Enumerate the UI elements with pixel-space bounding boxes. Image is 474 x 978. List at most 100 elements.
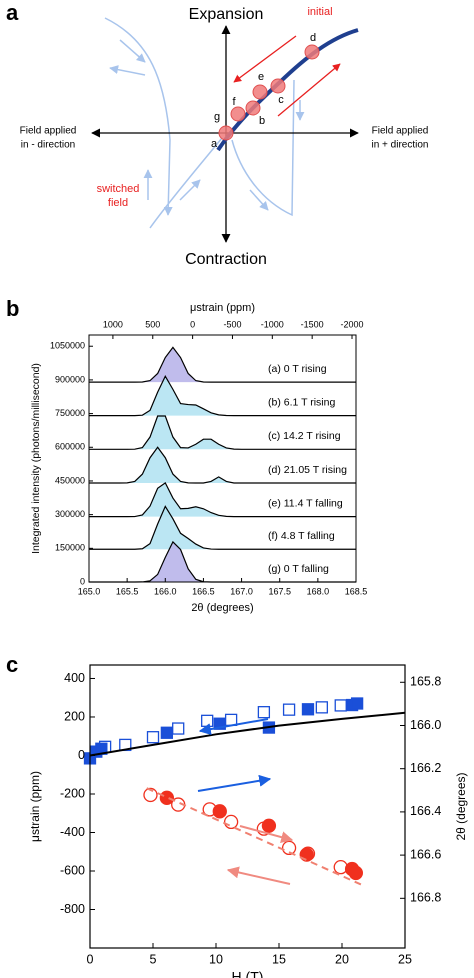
x-tick-label: 166.5 xyxy=(192,586,215,596)
peak-fill xyxy=(89,447,356,483)
circle-marker xyxy=(348,865,364,881)
profile-label: (b) 6.1 T rising xyxy=(268,396,335,408)
y-tick-label: 900000 xyxy=(55,374,85,384)
y-tick-label: 600000 xyxy=(55,442,85,452)
x-tick-label: 167.5 xyxy=(268,586,291,596)
initial-arrow xyxy=(233,35,297,83)
square-marker xyxy=(160,726,174,739)
x2-tick-label: -1500 xyxy=(301,319,324,329)
y-tick-label: 450000 xyxy=(55,475,85,485)
y2-tick-label: 165.8 xyxy=(410,675,441,689)
plot-frame xyxy=(89,664,406,949)
square-marker xyxy=(257,706,271,719)
profile-line xyxy=(89,346,356,383)
profile-line xyxy=(89,374,356,417)
x-tick-label: 165.0 xyxy=(78,586,101,596)
x2-axis-label: μstrain (ppm) xyxy=(190,302,255,314)
direction-arrow xyxy=(198,718,269,736)
y-axis-label: Integrated intensity (photons/millisecon… xyxy=(30,363,42,554)
y-tick-label: 200 xyxy=(64,709,85,723)
y-tick-label: -600 xyxy=(60,863,85,877)
circle-marker xyxy=(256,821,272,836)
x-axis-label: H (T) xyxy=(232,969,264,978)
y-tick-label: 0 xyxy=(78,748,85,762)
x2-tick-label: -500 xyxy=(223,319,241,329)
panel-label: c xyxy=(6,652,18,677)
y-tick-label: 0 xyxy=(80,576,85,586)
x-tick-label: 25 xyxy=(398,952,412,966)
trend-line xyxy=(146,787,362,886)
y-tick-label: -400 xyxy=(60,825,85,839)
point-label: d xyxy=(310,32,316,44)
peak-fill xyxy=(89,506,356,550)
panel-a: a Expansion Contraction Field applied in… xyxy=(6,0,428,268)
axis-label: in - direction xyxy=(21,140,75,151)
x2-tick-label: -1000 xyxy=(261,319,284,329)
circle-marker xyxy=(159,790,175,805)
y-tick-label: 1050000 xyxy=(50,341,85,351)
x-tick-label: 15 xyxy=(272,952,286,966)
circle-marker xyxy=(333,859,348,875)
point-label: g xyxy=(214,111,220,123)
y-tick-label: -800 xyxy=(60,902,85,916)
annotation: initial xyxy=(307,6,332,18)
direction-arrow xyxy=(239,825,294,843)
profile-line xyxy=(89,505,356,550)
x-tick-label: 165.5 xyxy=(116,586,139,596)
square-marker xyxy=(301,703,315,716)
x2-tick-label: 1000 xyxy=(103,319,123,329)
panel-c: c 0 5 10 15 20 25 400 200 0 -200 -400 -600 -800 165.8… xyxy=(6,652,468,978)
x-axis-label: 2θ (degrees) xyxy=(191,602,253,614)
strain-curve xyxy=(216,28,359,152)
point-label: c xyxy=(278,94,284,106)
peak-fill xyxy=(89,416,356,450)
profile-line xyxy=(89,446,356,484)
profile-label: (f) 4.8 T falling xyxy=(268,530,335,542)
square-marker xyxy=(282,703,296,716)
state-point xyxy=(252,84,268,100)
plot-frame xyxy=(88,334,357,583)
profile-label: (c) 14.2 T rising xyxy=(268,430,341,442)
circle-marker xyxy=(261,818,277,833)
x-tick-label: 168.5 xyxy=(345,586,368,596)
point-label: e xyxy=(258,71,264,83)
direction-arrow xyxy=(226,866,291,885)
x-tick-label: 168.0 xyxy=(307,586,330,596)
state-point xyxy=(218,125,234,141)
point-label: f xyxy=(232,96,236,108)
axis-label: Contraction xyxy=(185,251,267,268)
circle-marker xyxy=(223,814,239,830)
state-point xyxy=(304,44,320,60)
x-tick-label: 167.0 xyxy=(230,586,253,596)
y-tick-label: 300000 xyxy=(55,509,85,519)
x-tick-label: 0 xyxy=(87,952,94,966)
return-arrow xyxy=(277,63,341,117)
direction-arrow xyxy=(197,774,272,792)
square-marker xyxy=(350,697,364,710)
annotation: field xyxy=(108,197,128,209)
panel-label: b xyxy=(6,296,19,321)
square-marker xyxy=(201,714,214,727)
y2-tick-label: 166.2 xyxy=(410,761,441,775)
panel-b: b (a) 0 T rising (b) 6.1 T rising (c) 14.2… xyxy=(6,296,367,614)
x-tick-label: 5 xyxy=(150,952,157,966)
y-tick-label: 400 xyxy=(64,671,85,685)
x-tick-label: 10 xyxy=(209,952,223,966)
annotation: switched xyxy=(97,183,140,195)
axis-label: in + direction xyxy=(372,140,429,151)
state-point xyxy=(230,106,246,122)
axis-label: Field applied xyxy=(372,126,429,137)
y-tick-label: 750000 xyxy=(55,408,85,418)
y-axis-label: μstrain (ppm) xyxy=(28,771,42,842)
trend-line xyxy=(89,711,406,757)
hysteresis-sketch xyxy=(104,17,305,229)
x-tick-label: 166.0 xyxy=(154,586,177,596)
panel-label: a xyxy=(6,0,19,25)
square-marker xyxy=(146,731,160,744)
point-label: b xyxy=(259,115,265,127)
circle-marker xyxy=(202,802,217,817)
peak-fill xyxy=(89,376,356,416)
axis-label: Field applied xyxy=(20,126,77,137)
profile-line xyxy=(89,481,356,518)
